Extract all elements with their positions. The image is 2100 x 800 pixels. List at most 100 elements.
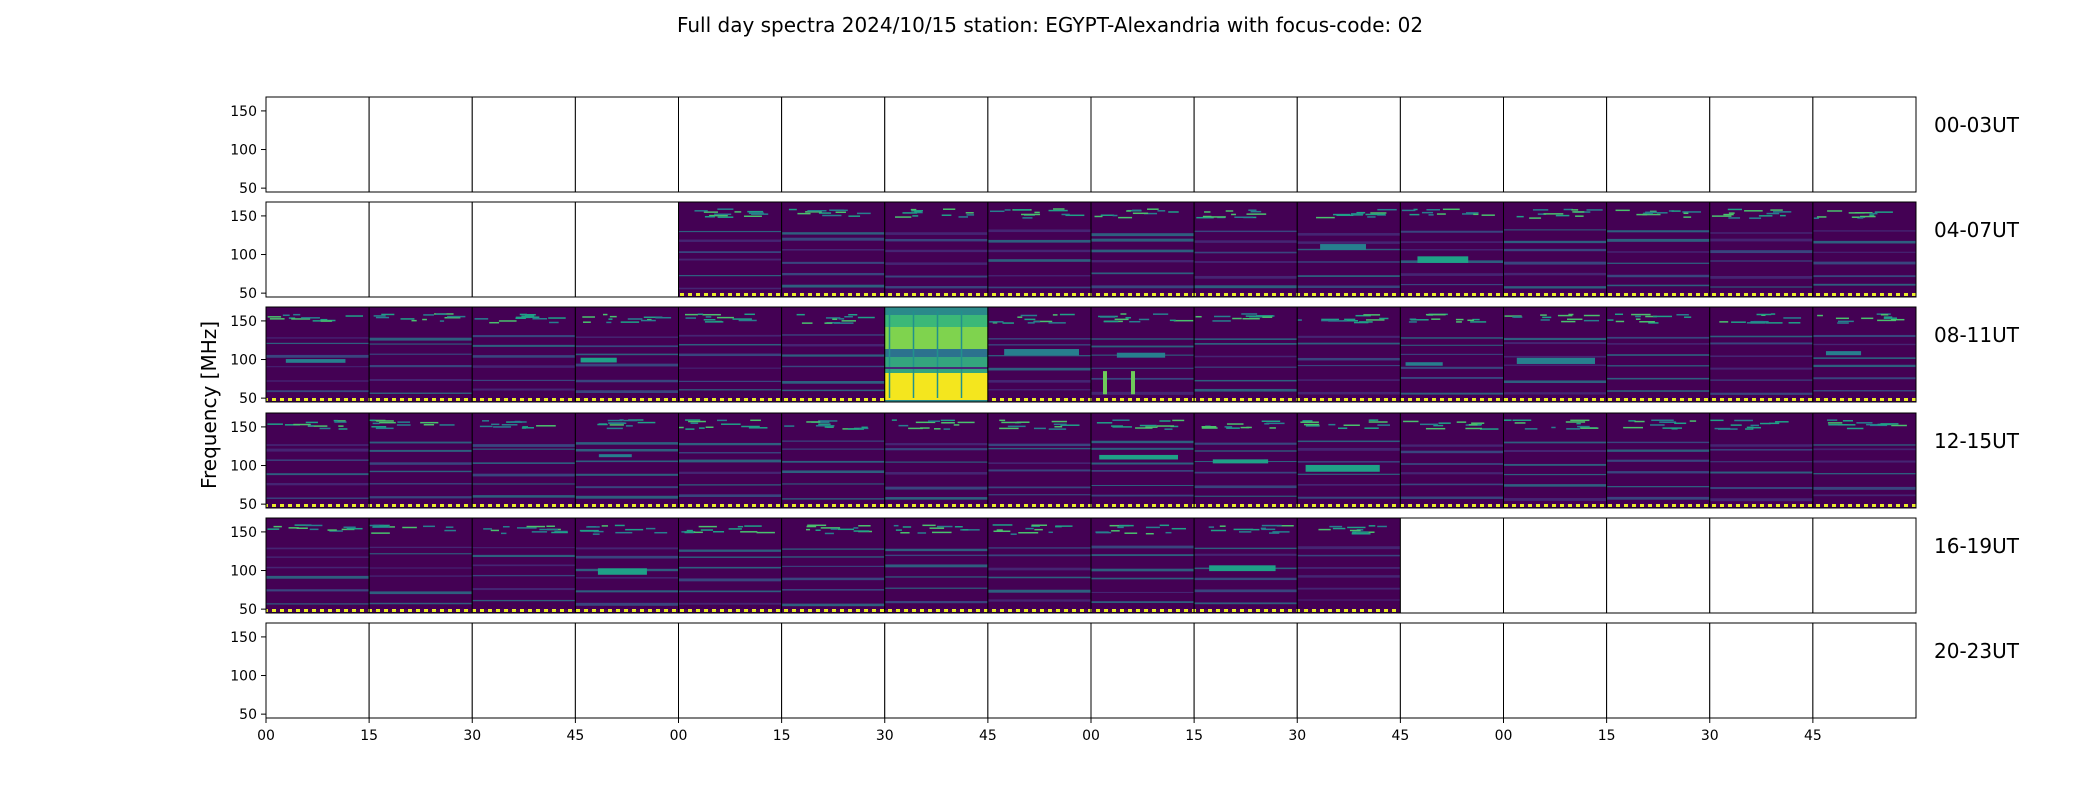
rfi-band (1869, 214, 1875, 216)
rfi-band (902, 212, 918, 214)
spectral-line (266, 603, 370, 605)
spectrogram-base (1297, 518, 1401, 613)
panel (1399, 412, 1504, 509)
panel (574, 622, 679, 719)
spectral-line (781, 577, 885, 581)
rfi-band (1145, 532, 1154, 535)
rfi-band (989, 321, 1004, 323)
panel-background (575, 623, 679, 718)
rfi-band (1321, 318, 1340, 321)
spectral-line (1091, 440, 1195, 444)
rfi-band (1368, 525, 1376, 527)
spectral-line (781, 334, 885, 336)
rfi-band (1061, 213, 1070, 216)
rfi-band (625, 425, 633, 427)
panel (1606, 517, 1711, 614)
rfi-band (502, 526, 510, 528)
rfi-band (1668, 210, 1674, 212)
spectral-line (1400, 283, 1504, 286)
spectrogram-base (1400, 413, 1504, 508)
rfi-band (284, 424, 301, 426)
spectral-line (575, 590, 679, 593)
spectral-line (1709, 498, 1813, 502)
rfi-band (1428, 214, 1434, 216)
spectral-line (1400, 496, 1504, 499)
panel-background (472, 623, 576, 718)
rfi-band (740, 531, 758, 533)
rfi-band (1356, 211, 1366, 214)
rfi-band (1813, 217, 1819, 219)
rfi-band (818, 212, 832, 214)
rfi-band (685, 428, 695, 430)
rfi-band (1103, 320, 1119, 323)
rfi-band (1001, 421, 1020, 424)
spectral-line (1400, 483, 1504, 486)
rfi-band (1168, 211, 1179, 213)
spectral-line (781, 556, 885, 558)
x-tick-label: 45 (1391, 728, 1409, 744)
rfi-band (1129, 320, 1141, 323)
rfi-band (489, 321, 500, 324)
spectral-line (575, 486, 679, 489)
rfi-band (479, 425, 493, 428)
rfi-band (288, 527, 299, 529)
spectral-line (1606, 238, 1710, 242)
rfi-band (1827, 419, 1838, 421)
rfi-band (1877, 319, 1897, 322)
rfi-band (1368, 419, 1375, 421)
rfi-band (1751, 426, 1761, 429)
panel (1606, 622, 1711, 719)
calibration-strip (1194, 293, 1298, 296)
spectral-line (1503, 364, 1607, 366)
rfi-band (902, 526, 912, 528)
spectral-line (1606, 390, 1710, 392)
rfi-band (815, 209, 827, 212)
panel-background (781, 97, 885, 192)
rfi-band (1470, 321, 1487, 323)
spectral-line (369, 441, 473, 444)
rfi-band (1481, 214, 1495, 216)
x-tick-label: 15 (1598, 728, 1616, 744)
panel (265, 622, 370, 719)
emission-line (888, 311, 891, 398)
spectral-line (1606, 230, 1710, 233)
rfi-band (1674, 422, 1687, 425)
rfi-band (732, 318, 752, 320)
spectral-line (266, 380, 370, 382)
panel (1399, 96, 1504, 193)
spectral-line (1297, 587, 1401, 590)
spectral-line (1194, 553, 1298, 556)
rfi-band (1766, 212, 1780, 215)
rfi-band (1643, 212, 1653, 215)
rfi-band (829, 209, 845, 211)
panel-background (1400, 623, 1504, 718)
spectral-line (1709, 355, 1813, 358)
spectral-line (987, 567, 1091, 571)
rfi-band (686, 529, 693, 532)
spectral-line (1091, 484, 1195, 487)
rfi-band (369, 419, 376, 422)
panel (471, 517, 576, 614)
rfi-band (1728, 217, 1741, 219)
panel-background (1400, 97, 1504, 192)
calibration-strip (1709, 293, 1813, 296)
rfi-band (320, 318, 328, 321)
rfi-band (1431, 318, 1441, 320)
burst (1131, 371, 1135, 395)
panel-background (1091, 97, 1195, 192)
rfi-band (296, 527, 308, 529)
rfi-band (744, 525, 762, 527)
rfi-band (1094, 215, 1103, 218)
rfi-band (293, 313, 301, 316)
calibration-strip (1091, 293, 1195, 296)
rfi-band (847, 428, 864, 430)
spectral-line (781, 284, 885, 288)
spectral-line (1194, 450, 1298, 452)
rfi-band (856, 212, 871, 215)
spectrogram-base (1091, 518, 1195, 613)
x-tick-label: 30 (1701, 728, 1719, 744)
spectral-line (1400, 353, 1504, 355)
spectrogram-base (1709, 413, 1813, 508)
rfi-band (519, 313, 527, 316)
rfi-band (522, 426, 529, 428)
